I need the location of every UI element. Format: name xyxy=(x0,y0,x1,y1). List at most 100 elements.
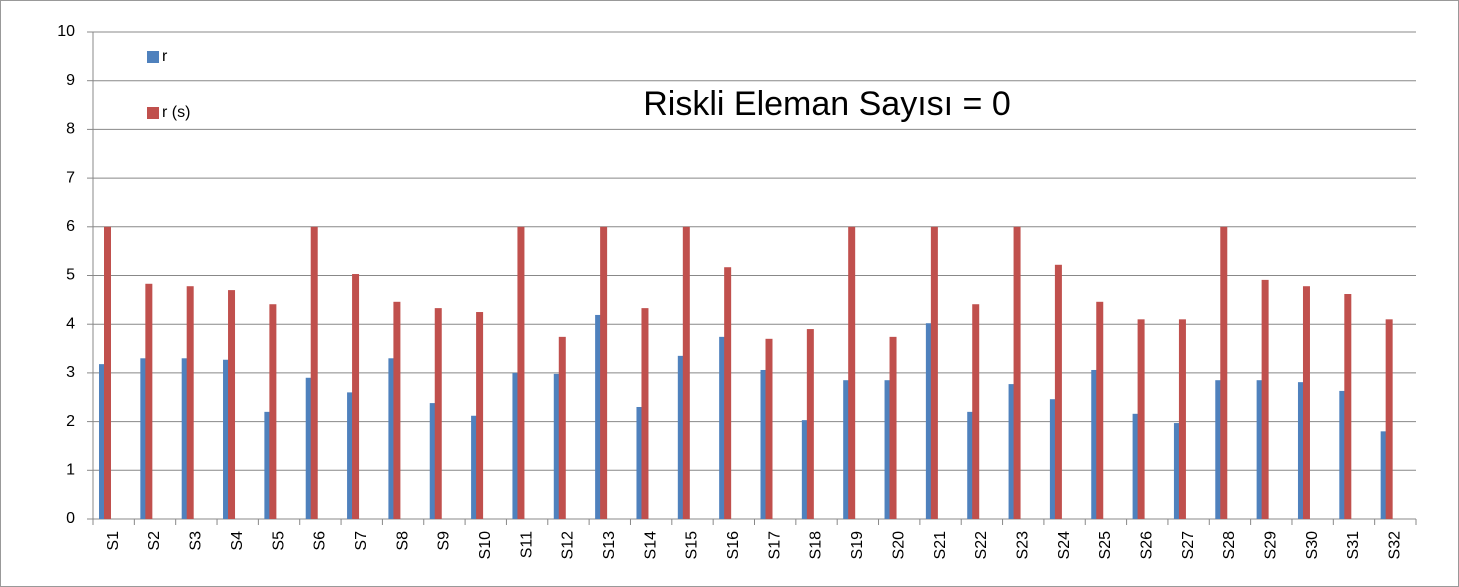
bar xyxy=(682,226,690,520)
y-tick-label: 6 xyxy=(66,218,75,235)
x-tick-label: S17 xyxy=(766,531,783,560)
bar xyxy=(600,226,608,520)
bar xyxy=(517,226,525,520)
bar xyxy=(972,304,980,519)
y-tick-label: 8 xyxy=(66,121,75,138)
bar xyxy=(145,283,153,519)
x-tick-label: S25 xyxy=(1097,531,1114,560)
legend-swatch xyxy=(147,51,159,63)
y-tick-label: 7 xyxy=(66,169,75,186)
bar xyxy=(471,415,479,519)
x-tick-label: S6 xyxy=(312,531,329,551)
bar xyxy=(476,312,484,519)
y-tick-label: 5 xyxy=(66,267,75,284)
bar xyxy=(434,308,442,519)
x-tick-label: S14 xyxy=(642,531,659,560)
x-tick-label: S16 xyxy=(725,531,742,560)
bar xyxy=(765,338,773,519)
bar xyxy=(1132,413,1140,519)
bar xyxy=(347,392,355,519)
bar xyxy=(1178,319,1186,519)
y-tick-label: 3 xyxy=(66,364,75,381)
bar xyxy=(429,403,437,519)
bar xyxy=(677,355,685,519)
bar xyxy=(1054,264,1062,519)
y-tick-label: 0 xyxy=(66,510,75,527)
bar xyxy=(181,358,189,519)
x-tick-label: S15 xyxy=(684,531,701,560)
x-tick-label: S5 xyxy=(270,531,287,551)
bar xyxy=(1220,226,1228,520)
x-tick-label: S28 xyxy=(1221,531,1238,560)
x-tick-label: S24 xyxy=(1056,531,1073,560)
x-tick-label: S7 xyxy=(353,531,370,551)
x-tick-label: S27 xyxy=(1180,531,1197,560)
x-tick-label: S26 xyxy=(1138,531,1155,560)
bar xyxy=(228,290,236,519)
x-tick-label: S9 xyxy=(436,531,453,551)
bar xyxy=(1385,319,1393,519)
bar xyxy=(1013,226,1021,520)
bar xyxy=(352,274,360,519)
legend-label: r (s) xyxy=(162,104,190,121)
bar xyxy=(553,373,561,519)
bar xyxy=(889,336,897,519)
x-tick-label: S13 xyxy=(601,531,618,560)
bar xyxy=(1339,390,1347,519)
bar xyxy=(1215,380,1223,519)
bar xyxy=(1302,286,1310,519)
bar xyxy=(925,323,933,519)
bar xyxy=(641,308,649,519)
bar xyxy=(99,364,106,519)
bar xyxy=(1261,279,1269,519)
bar xyxy=(512,372,520,519)
bar xyxy=(843,380,851,519)
bar xyxy=(806,329,814,519)
x-tick-label: S8 xyxy=(394,531,411,551)
bar xyxy=(930,226,938,520)
bar xyxy=(724,267,732,519)
bar xyxy=(186,286,194,519)
bar xyxy=(305,377,313,519)
bar xyxy=(1091,369,1099,519)
x-tick-label: S32 xyxy=(1387,531,1404,560)
bar xyxy=(1008,384,1016,519)
legend-label: r xyxy=(162,48,168,65)
bar xyxy=(636,406,644,519)
x-tick-label: S3 xyxy=(188,531,205,551)
bar xyxy=(1297,382,1305,519)
x-tick-label: S11 xyxy=(518,531,535,558)
bar xyxy=(264,411,272,519)
bar xyxy=(1049,399,1057,519)
x-tick-label: S1 xyxy=(105,531,122,551)
y-tick-label: 2 xyxy=(66,413,75,430)
bar xyxy=(719,336,727,519)
x-tick-label: S4 xyxy=(229,531,246,551)
y-tick-label: 10 xyxy=(57,23,75,40)
x-tick-label: S21 xyxy=(932,531,949,560)
x-tick-label: S31 xyxy=(1345,531,1362,560)
x-tick-label: S19 xyxy=(849,531,866,560)
y-tick-label: 9 xyxy=(66,72,75,89)
x-tick-label: S30 xyxy=(1304,531,1321,560)
y-tick-label: 1 xyxy=(66,462,75,479)
x-tick-label: S22 xyxy=(973,531,990,560)
x-tick-label: S10 xyxy=(477,531,494,560)
bar xyxy=(1344,294,1352,519)
bar xyxy=(1137,319,1145,519)
bar xyxy=(848,226,856,520)
bar xyxy=(1256,380,1264,519)
bar xyxy=(760,369,768,519)
bar xyxy=(140,358,148,519)
bar xyxy=(558,336,566,519)
bar xyxy=(595,314,603,519)
bar xyxy=(269,304,277,519)
legend-swatch xyxy=(147,107,159,119)
bar xyxy=(223,359,231,519)
bar xyxy=(967,411,975,519)
annotation: Riskli Eleman Sayısı = 0 xyxy=(643,85,1011,123)
x-tick-label: S18 xyxy=(808,531,825,560)
y-tick-label: 4 xyxy=(66,315,75,332)
bar xyxy=(310,226,318,520)
